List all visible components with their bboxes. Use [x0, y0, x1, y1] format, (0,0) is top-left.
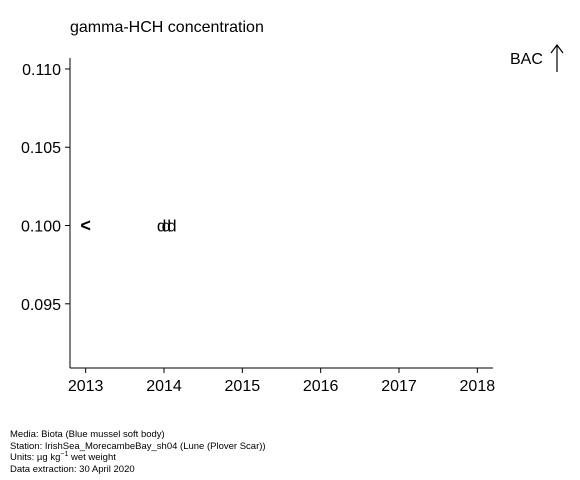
- chart-axes: 0.095 0.100 0.105 0.110 2013 2014 2015 2016 2017…: [21, 58, 495, 395]
- y-tick-label: 0.100: [21, 219, 61, 236]
- detection-limit-marker: d: [157, 217, 166, 236]
- units-prefix: Units: µg kg: [10, 452, 61, 463]
- bac-arrow-icon: [550, 44, 564, 72]
- chart-title: gamma-HCH concentration: [70, 19, 264, 36]
- x-tick-label: 2014: [146, 378, 182, 395]
- less-than-marker: <: [80, 216, 91, 236]
- x-tick-label: 2017: [381, 378, 417, 395]
- data-points: < ddd: [80, 216, 176, 236]
- units-suffix: wet weight: [68, 452, 116, 463]
- x-tick-label: 2016: [303, 378, 339, 395]
- footer-units: Units: µg kg−1 wet weight: [10, 450, 266, 464]
- x-tick-label: 2013: [68, 378, 104, 395]
- units-exponent: −1: [60, 450, 69, 458]
- x-tick-label: 2015: [225, 378, 261, 395]
- footer-media: Media: Biota (Blue mussel soft body): [10, 429, 165, 440]
- detection-limit-marker: d: [162, 217, 171, 236]
- footer-extraction: Data extraction: 30 April 2020: [10, 463, 135, 475]
- footer-station: Station: IrishSea_MorecambeBay_sh04 (Lun…: [10, 440, 266, 452]
- y-tick-label: 0.110: [22, 62, 61, 79]
- y-tick-label: 0.105: [21, 140, 61, 157]
- chart-footer: Media: Biota (Blue mussel soft body) Sta…: [10, 429, 266, 475]
- bac-label: BAC: [510, 51, 543, 68]
- detection-limit-marker: d: [167, 217, 176, 236]
- y-tick-label: 0.095: [21, 297, 61, 314]
- x-tick-label: 2018: [460, 378, 496, 395]
